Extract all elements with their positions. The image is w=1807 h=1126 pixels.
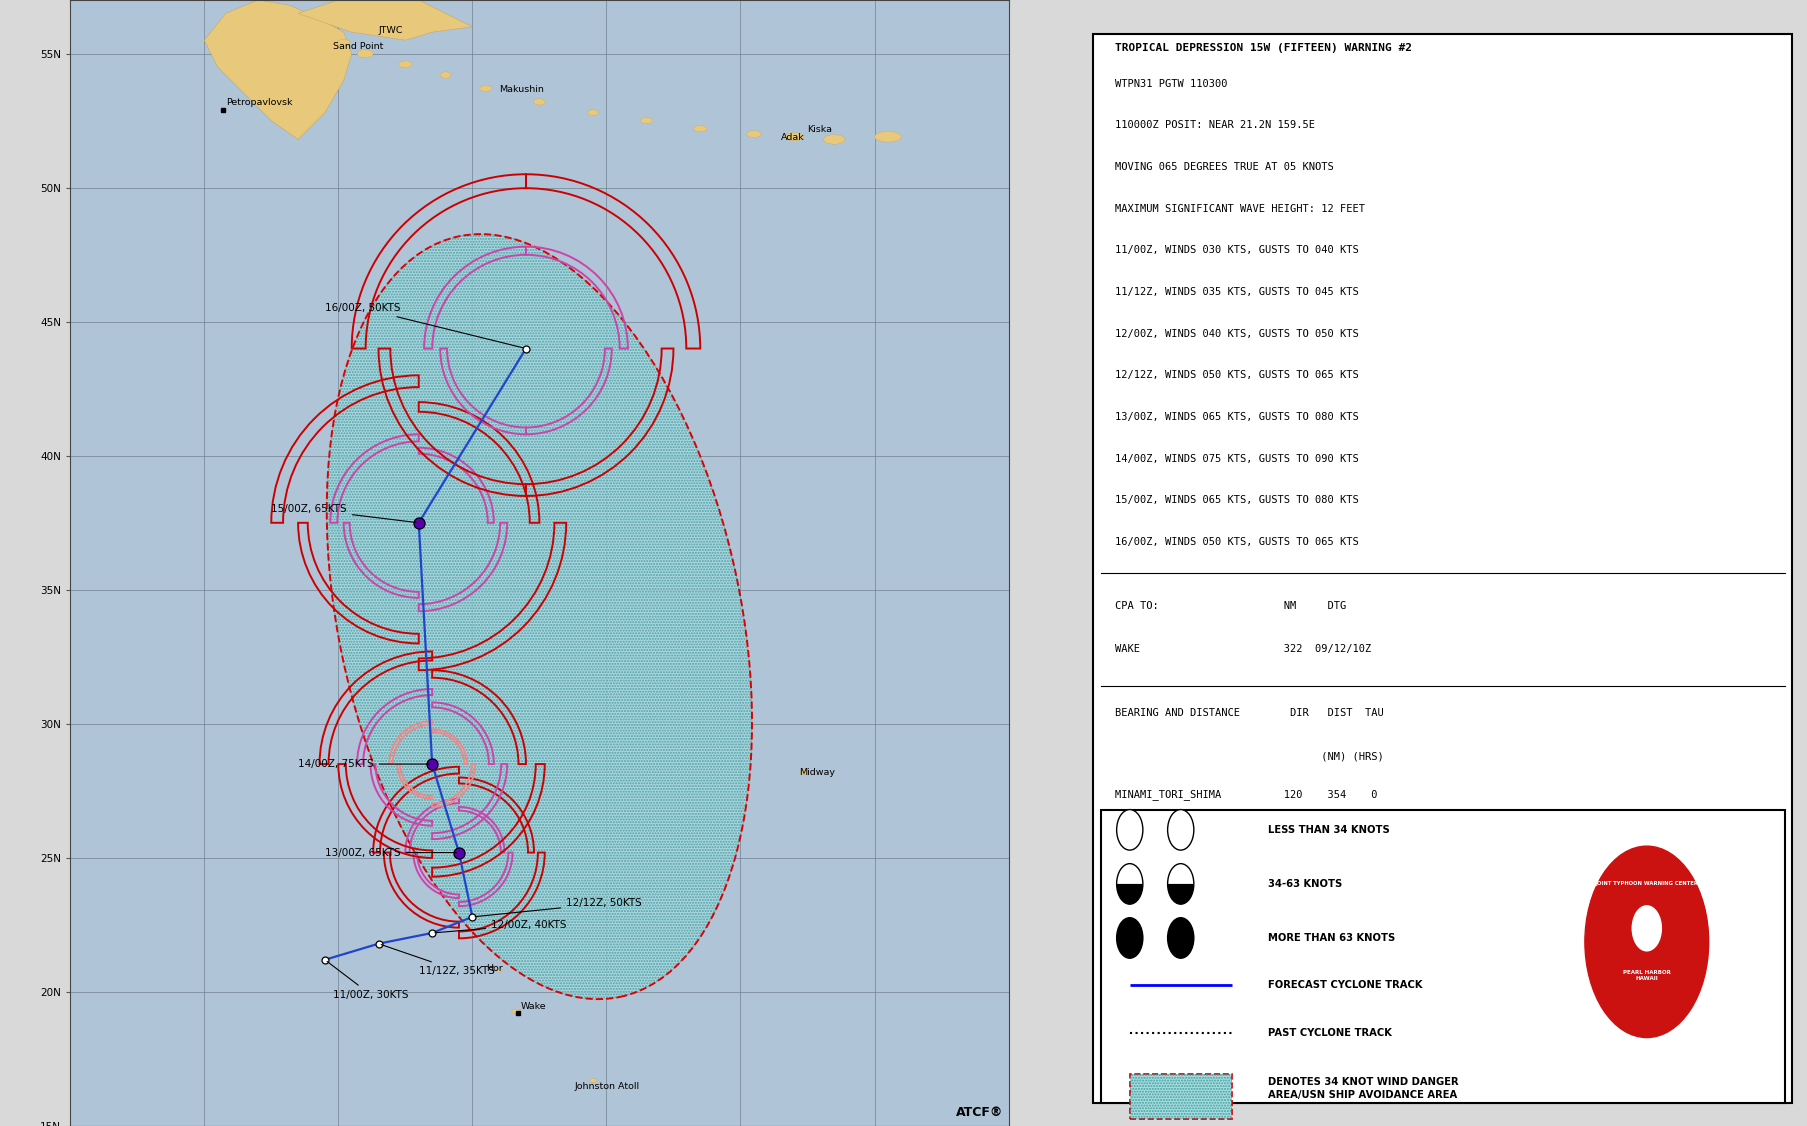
Bar: [1129, 1074, 1232, 1119]
Ellipse shape: [589, 1079, 596, 1082]
Polygon shape: [298, 0, 472, 41]
Circle shape: [1632, 905, 1661, 950]
Text: 16/00Z, WINDS 050 KTS, GUSTS TO 065 KTS: 16/00Z, WINDS 050 KTS, GUSTS TO 065 KTS: [1115, 537, 1359, 547]
Ellipse shape: [533, 99, 546, 105]
Ellipse shape: [784, 133, 804, 141]
FancyBboxPatch shape: [1093, 34, 1793, 1103]
Text: 11/12Z, WINDS 035 KTS, GUSTS TO 045 KTS: 11/12Z, WINDS 035 KTS, GUSTS TO 045 KTS: [1115, 287, 1359, 297]
Text: TROPICAL DEPRESSION 15W (FIFTEEN) WARNING #2: TROPICAL DEPRESSION 15W (FIFTEEN) WARNIN…: [1115, 43, 1413, 53]
Text: 11/12Z, 35KTS: 11/12Z, 35KTS: [381, 945, 495, 975]
Text: 110000Z POSIT: NEAR 21.2N 159.5E: 110000Z POSIT: NEAR 21.2N 159.5E: [1115, 120, 1315, 131]
Polygon shape: [204, 0, 352, 140]
Text: DENOTES 34 KNOT WIND DANGER
AREA/USN SHIP AVOIDANCE AREA: DENOTES 34 KNOT WIND DANGER AREA/USN SHI…: [1269, 1078, 1458, 1100]
Ellipse shape: [399, 61, 412, 68]
Ellipse shape: [875, 132, 902, 142]
Text: 12/00Z, WINDS 040 KTS, GUSTS TO 050 KTS: 12/00Z, WINDS 040 KTS, GUSTS TO 050 KTS: [1115, 329, 1359, 339]
Ellipse shape: [511, 1009, 522, 1013]
Ellipse shape: [746, 131, 761, 137]
Text: 12/12Z, 50KTS: 12/12Z, 50KTS: [475, 899, 641, 917]
Text: 11/00Z, 30KTS: 11/00Z, 30KTS: [327, 962, 408, 1000]
Text: 15/00Z, 65KTS: 15/00Z, 65KTS: [271, 504, 416, 522]
Text: Petropavlovsk: Petropavlovsk: [226, 98, 293, 107]
Text: 14/00Z, WINDS 075 KTS, GUSTS TO 090 KTS: 14/00Z, WINDS 075 KTS, GUSTS TO 090 KTS: [1115, 454, 1359, 464]
Text: Wake: Wake: [520, 1002, 546, 1011]
Text: Midway: Midway: [799, 768, 835, 777]
Text: Johnston Atoll: Johnston Atoll: [575, 1082, 640, 1091]
Ellipse shape: [495, 968, 502, 972]
Text: Makushin: Makushin: [499, 84, 544, 93]
Text: BEARING AND DISTANCE        DIR   DIST  TAU: BEARING AND DISTANCE DIR DIST TAU: [1115, 708, 1384, 718]
Text: CPA TO:                    NM     DTG: CPA TO: NM DTG: [1115, 601, 1346, 611]
Circle shape: [1117, 918, 1142, 958]
Ellipse shape: [327, 234, 752, 999]
Text: Kiska: Kiska: [808, 125, 833, 134]
Bar: [1129, 1074, 1232, 1119]
Text: MOVING 065 DEGREES TRUE AT 05 KNOTS: MOVING 065 DEGREES TRUE AT 05 KNOTS: [1115, 162, 1334, 172]
Text: 13/00Z, 65KTS: 13/00Z, 65KTS: [325, 848, 455, 858]
Text: MORE THAN 63 KNOTS: MORE THAN 63 KNOTS: [1269, 933, 1395, 942]
Text: JTWC: JTWC: [378, 26, 403, 35]
Text: ATCF®: ATCF®: [956, 1107, 1003, 1119]
Ellipse shape: [801, 770, 810, 775]
Text: 34-63 KNOTS: 34-63 KNOTS: [1269, 879, 1343, 888]
Ellipse shape: [336, 39, 351, 46]
Ellipse shape: [587, 109, 598, 116]
Text: PEARL HARBOR
HAWAII: PEARL HARBOR HAWAII: [1623, 969, 1671, 981]
Text: LESS THAN 34 KNOTS: LESS THAN 34 KNOTS: [1269, 825, 1390, 834]
Circle shape: [1167, 864, 1194, 904]
Text: Sand Point: Sand Point: [332, 42, 383, 51]
Circle shape: [1167, 810, 1194, 850]
Text: PAST CYCLONE TRACK: PAST CYCLONE TRACK: [1269, 1028, 1391, 1037]
Wedge shape: [1117, 884, 1142, 904]
Text: 16/00Z, 50KTS: 16/00Z, 50KTS: [325, 303, 524, 348]
Text: MAXIMUM SIGNIFICANT WAVE HEIGHT: 12 FEET: MAXIMUM SIGNIFICANT WAVE HEIGHT: 12 FEET: [1115, 204, 1366, 214]
Circle shape: [1117, 810, 1142, 850]
Text: JOINT TYPHOON WARNING CENTER: JOINT TYPHOON WARNING CENTER: [1596, 881, 1699, 886]
Circle shape: [1585, 846, 1709, 1037]
Ellipse shape: [481, 86, 492, 91]
Text: 11/00Z, WINDS 030 KTS, GUSTS TO 040 KTS: 11/00Z, WINDS 030 KTS, GUSTS TO 040 KTS: [1115, 245, 1359, 256]
Bar: [1100, 810, 1785, 1103]
Text: MINAMI_TORI_SHIMA          120    354    0: MINAMI_TORI_SHIMA 120 354 0: [1115, 789, 1377, 801]
Circle shape: [1167, 918, 1194, 958]
Text: Hor: Hor: [486, 964, 502, 973]
Text: Adak: Adak: [781, 133, 804, 142]
Text: 13/00Z, WINDS 065 KTS, GUSTS TO 080 KTS: 13/00Z, WINDS 065 KTS, GUSTS TO 080 KTS: [1115, 412, 1359, 422]
Text: 15/00Z, WINDS 065 KTS, GUSTS TO 080 KTS: 15/00Z, WINDS 065 KTS, GUSTS TO 080 KTS: [1115, 495, 1359, 506]
Circle shape: [1117, 864, 1142, 904]
Text: FORECAST CYCLONE TRACK: FORECAST CYCLONE TRACK: [1269, 981, 1422, 990]
Ellipse shape: [694, 125, 707, 132]
Wedge shape: [1167, 884, 1194, 904]
Text: (NM) (HRS): (NM) (HRS): [1115, 751, 1384, 761]
Ellipse shape: [358, 50, 374, 57]
Ellipse shape: [824, 135, 846, 144]
Text: 12/12Z, WINDS 050 KTS, GUSTS TO 065 KTS: 12/12Z, WINDS 050 KTS, GUSTS TO 065 KTS: [1115, 370, 1359, 381]
Text: WAKE                       322  09/12/10Z: WAKE 322 09/12/10Z: [1115, 644, 1372, 654]
Text: 14/00Z, 75KTS: 14/00Z, 75KTS: [298, 759, 430, 769]
Text: 12/00Z, 40KTS: 12/00Z, 40KTS: [435, 920, 567, 932]
Text: WTPN31 PGTW 110300: WTPN31 PGTW 110300: [1115, 79, 1227, 89]
Ellipse shape: [641, 117, 652, 124]
Ellipse shape: [441, 72, 452, 79]
